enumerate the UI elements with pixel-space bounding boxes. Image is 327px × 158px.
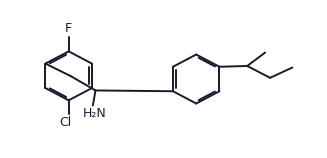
Text: H₂N: H₂N <box>83 107 106 120</box>
Text: Cl: Cl <box>59 116 72 129</box>
Text: F: F <box>65 22 72 35</box>
